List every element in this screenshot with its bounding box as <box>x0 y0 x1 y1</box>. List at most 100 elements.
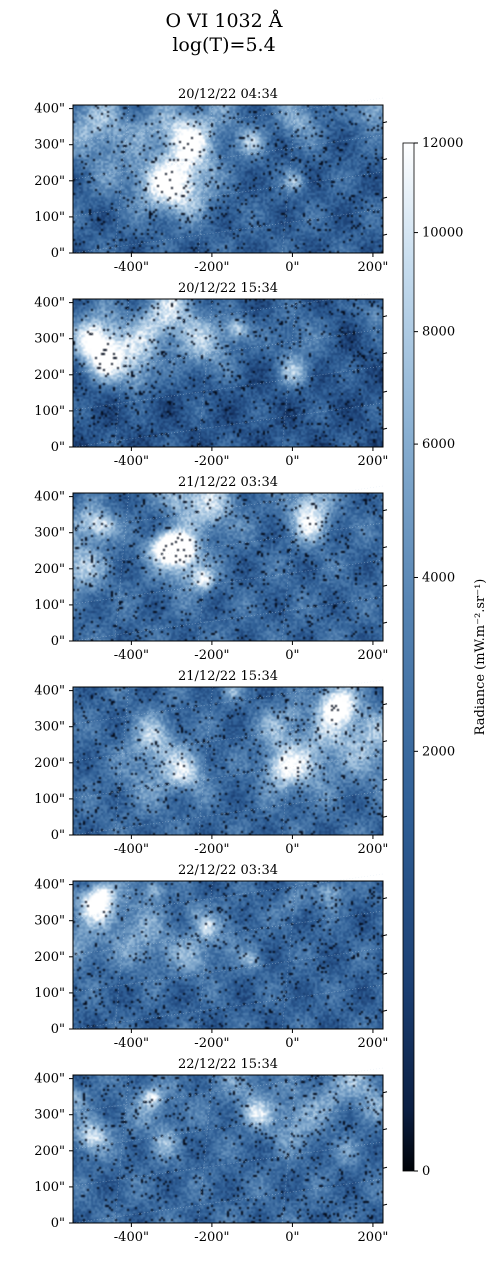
x-tick-label: -400" <box>114 1036 149 1051</box>
y-tick-label: 0" <box>51 1216 65 1231</box>
panel-title: 21/12/22 03:34 <box>178 475 278 490</box>
right-tick-mark <box>382 897 388 900</box>
axes-frame <box>72 880 384 1030</box>
y-tick-label: 300" <box>34 138 65 153</box>
heatmap-panel-3: 21/12/22 03:34 400" 300" 200" 100" 0" -400" -20… <box>34 475 388 663</box>
y-tick-label: 100" <box>34 986 65 1001</box>
heatmap-panel-6: 22/12/22 15:34 400" 300" 200" 100" 0" -400" -20… <box>34 1057 388 1245</box>
y-tick-label: 300" <box>34 526 65 541</box>
coordinate-grid <box>72 679 384 836</box>
heatmap-image <box>73 299 383 447</box>
right-tick-mark <box>382 815 388 818</box>
x-tick-label: -200" <box>194 1230 229 1245</box>
x-tick-label: -400" <box>114 260 149 275</box>
x-tick-label: -200" <box>194 260 229 275</box>
right-tick-mark <box>382 158 388 161</box>
colorbar-tick-label: 0 <box>422 1164 430 1179</box>
right-tick-mark <box>382 509 388 512</box>
right-tick-mark <box>382 1128 388 1131</box>
coordinate-grid <box>72 873 384 1030</box>
colorbar-tick-label: 12000 <box>422 136 463 151</box>
y-tick-label: 100" <box>34 598 65 613</box>
figure-title-line1: O VI 1032 Å <box>165 10 283 32</box>
x-tick-label: -400" <box>114 454 149 469</box>
right-tick-mark <box>382 584 388 587</box>
colorbar: 12000 10000 8000 6000 4000 2000 0 Radiance (mW… <box>402 136 488 1179</box>
colorbar-tick-label: 6000 <box>422 437 455 452</box>
axes-frame <box>72 1074 384 1224</box>
y-tick-label: 200" <box>34 950 65 965</box>
x-tick-label: 0" <box>285 260 299 275</box>
x-tick-label: -400" <box>114 648 149 663</box>
y-tick-label: 300" <box>34 914 65 929</box>
right-tick-mark <box>382 972 388 975</box>
heatmap-panel-2: 20/12/22 15:34 400" 300" 200" 100" 0" -400" -20… <box>34 281 388 469</box>
axes-frame <box>72 298 384 448</box>
y-tick-label: 200" <box>34 368 65 383</box>
x-tick-label: 0" <box>285 1036 299 1051</box>
right-tick-mark <box>382 621 388 624</box>
x-tick-label: 200" <box>358 1036 389 1051</box>
y-tick-label: 200" <box>34 174 65 189</box>
y-tick-label: 0" <box>51 828 65 843</box>
heatmap-image <box>73 881 383 1029</box>
y-tick-label: 200" <box>34 562 65 577</box>
coordinate-grid <box>72 1067 384 1224</box>
right-tick-mark <box>382 390 388 393</box>
coordinate-grid <box>72 291 384 448</box>
colorbar-tick-label: 10000 <box>422 226 463 241</box>
heatmap-panel-4: 21/12/22 15:34 400" 300" 200" 100" 0" -400" -20… <box>34 669 388 857</box>
heatmap-image <box>73 1075 383 1223</box>
x-tick-label: 200" <box>358 260 389 275</box>
right-tick-mark <box>382 1091 388 1094</box>
right-tick-mark <box>382 740 388 743</box>
panel-title: 20/12/22 04:34 <box>178 87 278 102</box>
panel-title: 22/12/22 03:34 <box>178 863 278 878</box>
y-tick-label: 0" <box>51 634 65 649</box>
right-tick-mark <box>382 427 388 430</box>
x-tick-label: -400" <box>114 1230 149 1245</box>
y-tick-label: 400" <box>34 102 65 117</box>
y-tick-label: 400" <box>34 1072 65 1087</box>
colorbar-gradient <box>402 142 415 1172</box>
right-tick-mark <box>382 1166 388 1169</box>
y-tick-label: 400" <box>34 490 65 505</box>
axes-frame <box>72 492 384 642</box>
x-tick-label: 0" <box>285 454 299 469</box>
y-tick-label: 100" <box>34 792 65 807</box>
colorbar-tick-label: 2000 <box>422 744 455 759</box>
coordinate-grid <box>72 97 384 254</box>
y-tick-label: 100" <box>34 210 65 225</box>
y-tick-label: 100" <box>34 1180 65 1195</box>
right-tick-mark <box>382 1203 388 1206</box>
y-tick-label: 0" <box>51 246 65 261</box>
coordinate-grid <box>72 485 384 642</box>
x-tick-label: -200" <box>194 648 229 663</box>
y-tick-label: 0" <box>51 440 65 455</box>
x-tick-label: -200" <box>194 842 229 857</box>
right-tick-mark <box>382 233 388 236</box>
heatmap-image <box>73 687 383 835</box>
x-tick-label: 200" <box>358 842 389 857</box>
right-tick-mark <box>382 934 388 937</box>
x-tick-label: 0" <box>285 1230 299 1245</box>
right-tick-mark <box>382 196 388 199</box>
panel-title: 22/12/22 15:34 <box>178 1057 278 1072</box>
y-tick-label: 300" <box>34 1108 65 1123</box>
colorbar-tick-label: 4000 <box>422 570 455 585</box>
right-tick-mark <box>382 546 388 549</box>
x-tick-label: 200" <box>358 454 389 469</box>
colorbar-label: Radiance (mW.m⁻².sr⁻¹) <box>473 579 488 736</box>
x-tick-label: -400" <box>114 842 149 857</box>
y-tick-label: 100" <box>34 404 65 419</box>
colorbar-tick-label: 8000 <box>422 325 455 340</box>
y-tick-label: 400" <box>34 878 65 893</box>
x-tick-label: -200" <box>194 1036 229 1051</box>
y-tick-label: 300" <box>34 720 65 735</box>
heatmap-image <box>73 493 383 641</box>
x-tick-label: 0" <box>285 648 299 663</box>
axes-frame <box>72 686 384 836</box>
right-tick-mark <box>382 352 388 355</box>
y-tick-label: 200" <box>34 1144 65 1159</box>
